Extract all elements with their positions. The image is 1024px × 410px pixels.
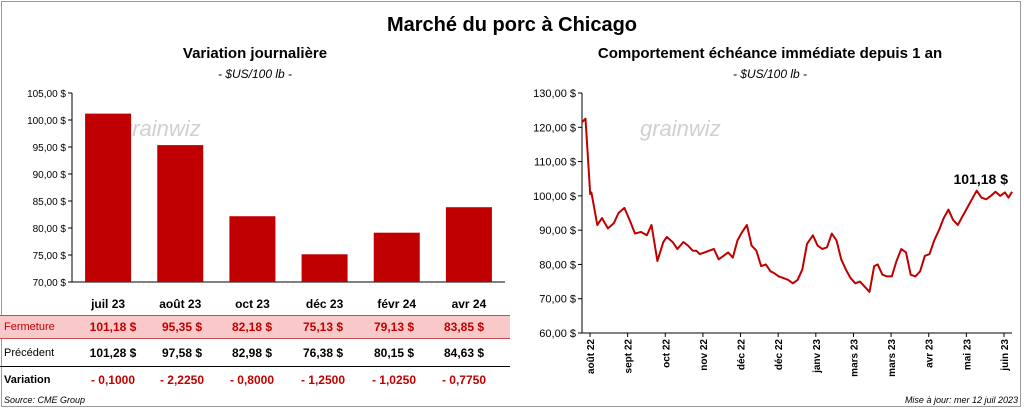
variation-cell: - 0,1000 bbox=[90, 373, 136, 387]
x-tick-label: mai 23 bbox=[962, 339, 973, 371]
y-tick-label: 90,00 $ bbox=[33, 170, 67, 181]
y-tick-label: 100,00 $ bbox=[533, 191, 576, 203]
watermark: grainwiz bbox=[120, 116, 201, 141]
row-label-fermeture: Fermeture bbox=[4, 321, 55, 333]
precedent-cell: 101,28 $ bbox=[89, 346, 137, 360]
x-tick-label: janv 23 bbox=[812, 339, 823, 374]
last-value-label: 101,18 $ bbox=[954, 171, 1009, 187]
y-tick-label: 105,00 $ bbox=[27, 89, 66, 100]
precedent-cell: 82,98 $ bbox=[231, 346, 273, 360]
bar bbox=[85, 113, 132, 283]
y-tick-label: 130,00 $ bbox=[533, 88, 576, 100]
y-tick-label: 75,00 $ bbox=[33, 251, 67, 262]
page-title: Marché du porc à Chicago bbox=[386, 14, 638, 36]
variation-cell: - 2,2250 bbox=[159, 373, 205, 387]
precedent-row: Précédent 101,28 $ 97,58 $ 82,98 $ 76,38… bbox=[0, 342, 510, 364]
bar-chart-unit: - $US/100 lb - bbox=[217, 67, 293, 81]
variation-cell: - 0,7750 bbox=[441, 373, 487, 387]
watermark: grainwiz bbox=[640, 116, 721, 141]
x-category-label: avr 24 bbox=[452, 297, 487, 311]
x-category-label: févr 24 bbox=[377, 297, 416, 311]
bar-chart: grainwiz 70,00 $ 75,00 $ 80,00 $ 85,00 $ 90,0… bbox=[27, 89, 505, 311]
fermeture-row: Fermeture 101,18 $ 95,35 $ 82,18 $ 75,13… bbox=[0, 315, 510, 339]
y-tick-label: 100,00 $ bbox=[27, 116, 66, 127]
precedent-cell: 80,15 $ bbox=[373, 346, 415, 360]
x-tick-label: avr 23 bbox=[925, 339, 936, 368]
bar bbox=[373, 232, 420, 282]
y-tick-label: 80,00 $ bbox=[33, 224, 67, 235]
fermeture-cell: 75,13 $ bbox=[302, 320, 344, 334]
x-tick-label: mars 23 bbox=[887, 339, 898, 377]
precedent-cell: 97,58 $ bbox=[161, 346, 203, 360]
line-chart: grainwiz 60,00 $ 70,00 $ 80,00 $ 90,00 $ 100,… bbox=[533, 88, 1013, 377]
x-category-label: juil 23 bbox=[90, 297, 125, 311]
variation-cell: - 1,0250 bbox=[371, 373, 417, 387]
bar bbox=[157, 145, 204, 282]
row-label-variation: Variation bbox=[4, 374, 51, 386]
line-chart-title: Comportement échéance immédiate depuis 1… bbox=[597, 45, 943, 62]
x-tick-label: août 22 bbox=[586, 339, 597, 374]
x-category-label: déc 23 bbox=[306, 297, 344, 311]
table-divider bbox=[0, 366, 510, 367]
row-label-precedent: Précédent bbox=[4, 347, 55, 359]
x-tick-label: oct 22 bbox=[661, 339, 672, 368]
fermeture-cell: 101,18 $ bbox=[89, 320, 137, 334]
x-tick-label: mars 23 bbox=[849, 339, 860, 377]
variation-row: Variation - 0,1000 - 2,2250 - 0,8000 - 1… bbox=[0, 369, 510, 391]
source-note: Source: CME Group bbox=[4, 395, 86, 405]
x-tick-label: sept 22 bbox=[624, 339, 635, 374]
update-note: Mise à jour: mer 12 juil 2023 bbox=[904, 395, 1018, 405]
variation-cell: - 0,8000 bbox=[229, 373, 275, 387]
fermeture-cell: 82,18 $ bbox=[231, 320, 273, 334]
x-category-label: oct 23 bbox=[235, 297, 270, 311]
bar-chart-title: Variation journalière bbox=[182, 45, 328, 62]
line-chart-unit: - $US/100 lb - bbox=[732, 67, 808, 81]
x-tick-label: nov 22 bbox=[699, 339, 710, 371]
precedent-cell: 84,63 $ bbox=[443, 346, 485, 360]
variation-cell: - 1,2500 bbox=[300, 373, 346, 387]
x-category-label: août 23 bbox=[159, 297, 201, 311]
precedent-cell: 76,38 $ bbox=[302, 346, 344, 360]
fermeture-cell: 95,35 $ bbox=[161, 320, 203, 334]
y-tick-label: 70,00 $ bbox=[33, 278, 67, 289]
y-tick-label: 60,00 $ bbox=[539, 328, 576, 340]
price-series-line bbox=[581, 117, 1013, 293]
x-tick-label: déc 22 bbox=[737, 339, 748, 371]
y-tick-label: 110,00 $ bbox=[534, 157, 576, 169]
y-tick-label: 85,00 $ bbox=[33, 197, 67, 208]
bar bbox=[301, 254, 348, 282]
y-tick-label: 120,00 $ bbox=[533, 122, 576, 134]
bar bbox=[229, 216, 276, 282]
fermeture-cell: 79,13 $ bbox=[373, 320, 415, 334]
y-tick-label: 70,00 $ bbox=[539, 294, 576, 306]
bar bbox=[445, 207, 492, 282]
y-tick-label: 80,00 $ bbox=[539, 259, 576, 271]
y-tick-label: 90,00 $ bbox=[539, 225, 576, 237]
x-tick-label: déc 22 bbox=[774, 339, 785, 371]
fermeture-cell: 83,85 $ bbox=[443, 320, 485, 334]
y-tick-label: 95,00 $ bbox=[33, 143, 67, 154]
x-tick-label: juin 23 bbox=[1000, 339, 1011, 372]
